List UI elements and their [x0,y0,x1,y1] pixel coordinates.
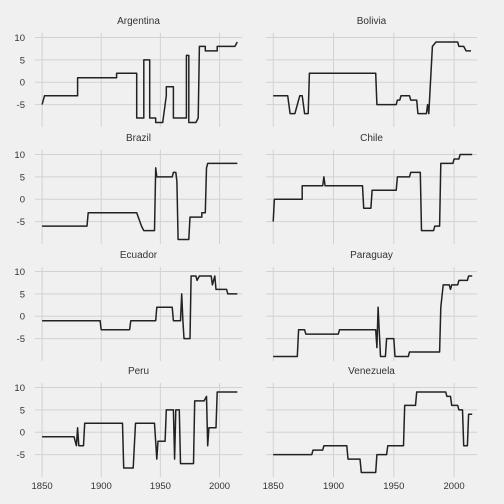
series-line-argentina [41,41,238,124]
x-tick-label: 2000 [209,481,230,492]
panel-title: Venezuela [348,366,395,377]
y-tick-label: 5 [20,55,25,66]
panel-chile: Chile [266,133,477,244]
x-tick-label: 1950 [150,481,171,492]
panel-title: Brazil [126,133,151,144]
y-tick-label: 5 [20,405,25,416]
y-tick-label: 10 [14,267,25,278]
y-tick-label: -5 [17,100,25,111]
panel-peru: Peru -5 0 5 10 1850 1900 1950 2000 [14,366,242,492]
panel-paraguay: Paraguay [266,250,477,361]
y-tick-label: 10 [14,33,25,44]
y-tick-label: 10 [14,150,25,161]
panel-argentina: Argentina -5 0 5 10 [14,16,242,127]
x-tick-label: 1850 [263,481,284,492]
y-tick-label: 0 [20,428,25,439]
panel-bolivia: Bolivia [266,16,477,127]
series-line-paraguay [273,275,473,358]
y-tick-label: -5 [17,450,25,461]
y-tick-label: 0 [20,195,25,206]
panel-ecuador: Ecuador -5 0 5 10 [14,250,242,361]
panel-title: Bolivia [357,16,387,27]
panel-venezuela: Venezuela 1850 1900 1950 2000 [263,366,477,492]
series-line-peru [42,391,238,469]
y-tick-label: -5 [17,334,25,345]
y-tick-label: 5 [20,172,25,183]
series-line-bolivia [273,41,471,115]
x-tick-label: 1950 [383,481,404,492]
series-line-brazil [42,162,238,241]
panel-title: Paraguay [350,250,393,261]
x-tick-label: 2000 [444,481,465,492]
y-tick-label: 10 [14,383,25,394]
y-tick-label: 0 [20,78,25,89]
series-line-chile [272,153,473,232]
panel-title: Chile [360,133,383,144]
panel-title: Peru [128,366,149,377]
x-tick-label: 1900 [91,481,112,492]
series-line-ecuador [42,275,238,340]
y-tick-label: 5 [20,289,25,300]
series-line-venezuela [273,391,473,474]
panel-title: Ecuador [120,250,158,261]
y-tick-label: 0 [20,312,25,323]
panel-title: Argentina [117,16,160,27]
x-tick-label: 1900 [323,481,344,492]
x-tick-label: 1850 [32,481,53,492]
y-tick-label: -5 [17,217,25,228]
panel-brazil: Brazil -5 0 5 10 [14,133,242,244]
